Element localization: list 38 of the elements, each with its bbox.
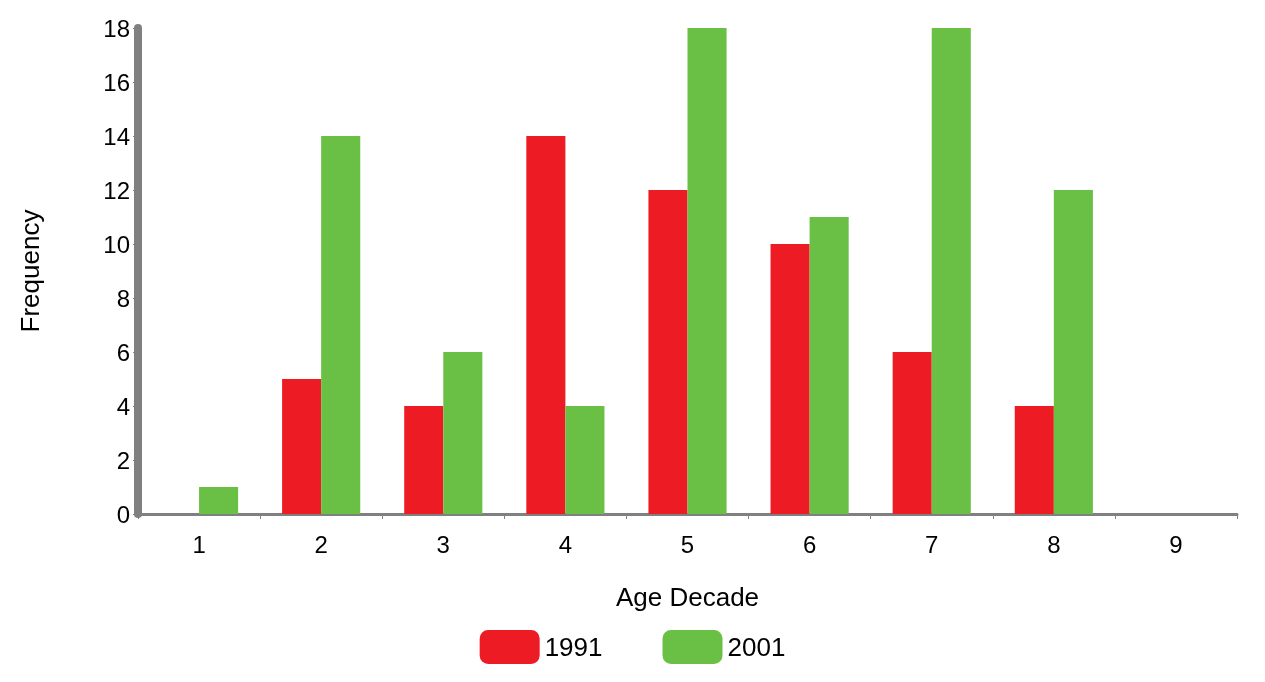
y-tick-label: 8 xyxy=(116,284,130,312)
bar xyxy=(892,352,932,514)
y-tick-label: 16 xyxy=(103,68,130,96)
bar xyxy=(648,190,688,514)
y-tick-label: 18 xyxy=(103,14,130,42)
x-tick-label: 5 xyxy=(680,530,695,558)
y-tick-label: 0 xyxy=(116,500,130,528)
y-tick-label: 12 xyxy=(103,176,130,204)
bar xyxy=(687,28,727,514)
x-tick-label: 7 xyxy=(925,530,939,558)
bar xyxy=(199,487,239,514)
x-tick-label: 8 xyxy=(1047,530,1061,558)
y-tick-label: 14 xyxy=(103,122,130,150)
legend-label: 1991 xyxy=(544,632,603,662)
bar xyxy=(1014,406,1054,514)
x-tick-label: 1 xyxy=(192,530,206,558)
x-tick-label: 9 xyxy=(1169,530,1183,558)
bar xyxy=(404,406,444,514)
x-tick-label: 2 xyxy=(314,530,328,558)
y-tick-label: 2 xyxy=(116,446,130,474)
bar xyxy=(565,406,605,514)
y-tick-label: 10 xyxy=(103,230,130,258)
x-axis-title: Age Decade xyxy=(615,582,760,612)
y-tick-label: 6 xyxy=(116,338,130,366)
bar xyxy=(526,136,566,514)
x-tick-label: 4 xyxy=(558,530,573,558)
bar xyxy=(770,244,810,514)
bar xyxy=(321,136,361,514)
x-tick-label: 6 xyxy=(802,530,817,558)
y-tick-label: 4 xyxy=(116,392,130,420)
y-axis-title: Frequency xyxy=(15,209,45,333)
legend-label: 2001 xyxy=(727,632,786,662)
bar xyxy=(1053,190,1093,514)
x-tick-label: 3 xyxy=(436,530,450,558)
bar xyxy=(931,28,971,514)
bar xyxy=(282,379,322,514)
bar xyxy=(443,352,483,514)
bar xyxy=(809,217,849,514)
